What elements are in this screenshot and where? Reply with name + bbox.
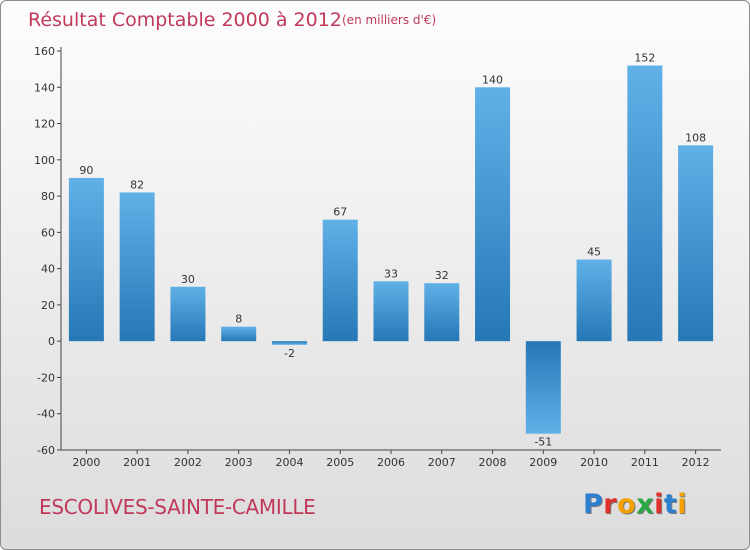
logo-letter: x: [636, 489, 655, 520]
chart-subtitle: (en milliers d'€): [342, 13, 437, 27]
y-tick-label: 40: [41, 263, 55, 276]
logo-letter: r: [603, 489, 618, 520]
y-tick-label: 100: [34, 154, 55, 167]
y-tick-label: 20: [41, 299, 55, 312]
logo-letter: t: [663, 489, 678, 520]
x-tick-label: 2009: [529, 456, 557, 469]
bar-2010: [576, 259, 612, 342]
x-tick-label: 2003: [225, 456, 253, 469]
data-label: 82: [130, 178, 144, 191]
data-label: 67: [333, 206, 347, 219]
bar-2003: [221, 326, 257, 342]
logo-letter: i: [677, 489, 688, 520]
proxiti-logo: Proxiti: [583, 489, 687, 520]
bar-2011: [627, 65, 663, 342]
bar-2007: [424, 283, 460, 342]
data-label: 108: [685, 131, 706, 144]
data-label: -51: [534, 436, 552, 449]
bar-2009: [525, 341, 561, 434]
logo-letter: P: [583, 489, 604, 520]
x-tick-label: 2005: [326, 456, 354, 469]
bar-2008: [475, 87, 511, 342]
y-tick-label: 0: [48, 335, 55, 348]
data-label: 90: [79, 164, 93, 177]
y-tick-label: -40: [37, 408, 55, 421]
bar-2005: [322, 219, 358, 342]
x-tick-label: 2004: [275, 456, 303, 469]
x-tick-label: 2000: [72, 456, 100, 469]
x-tick-label: 2008: [479, 456, 507, 469]
data-label: -2: [284, 347, 295, 360]
data-label: 8: [235, 313, 242, 326]
x-tick-label: 2011: [631, 456, 659, 469]
bar-2006: [373, 281, 409, 342]
x-tick-label: 2002: [174, 456, 202, 469]
x-tick-label: 2007: [428, 456, 456, 469]
y-tick-label: 160: [34, 45, 55, 58]
municipality-name: ESCOLIVES-SAINTE-CAMILLE: [39, 495, 316, 519]
bar-2012: [678, 145, 714, 342]
x-tick-label: 2006: [377, 456, 405, 469]
data-label: 140: [482, 73, 503, 86]
y-tick-label: 80: [41, 190, 55, 203]
y-tick-label: 60: [41, 226, 55, 239]
y-tick-label: -20: [37, 371, 55, 384]
data-label: 45: [587, 246, 601, 259]
data-label: 33: [384, 267, 398, 280]
y-tick-label: -60: [37, 444, 55, 457]
y-tick-label: 120: [34, 118, 55, 131]
data-label: 30: [181, 273, 195, 286]
chart-title: Résultat Comptable 2000 à 2012: [28, 9, 342, 31]
x-tick-label: 2001: [123, 456, 151, 469]
y-tick-label: 140: [34, 81, 55, 94]
data-label: 152: [634, 52, 655, 65]
bar-2001: [119, 192, 155, 342]
data-label: 32: [435, 269, 449, 282]
bar-2000: [68, 177, 104, 342]
logo-letter: o: [617, 489, 637, 520]
x-tick-label: 2010: [580, 456, 608, 469]
x-tick-label: 2012: [682, 456, 710, 469]
bar-2002: [170, 286, 206, 342]
bar-2004: [271, 341, 307, 345]
logo-letter: i: [654, 489, 664, 520]
